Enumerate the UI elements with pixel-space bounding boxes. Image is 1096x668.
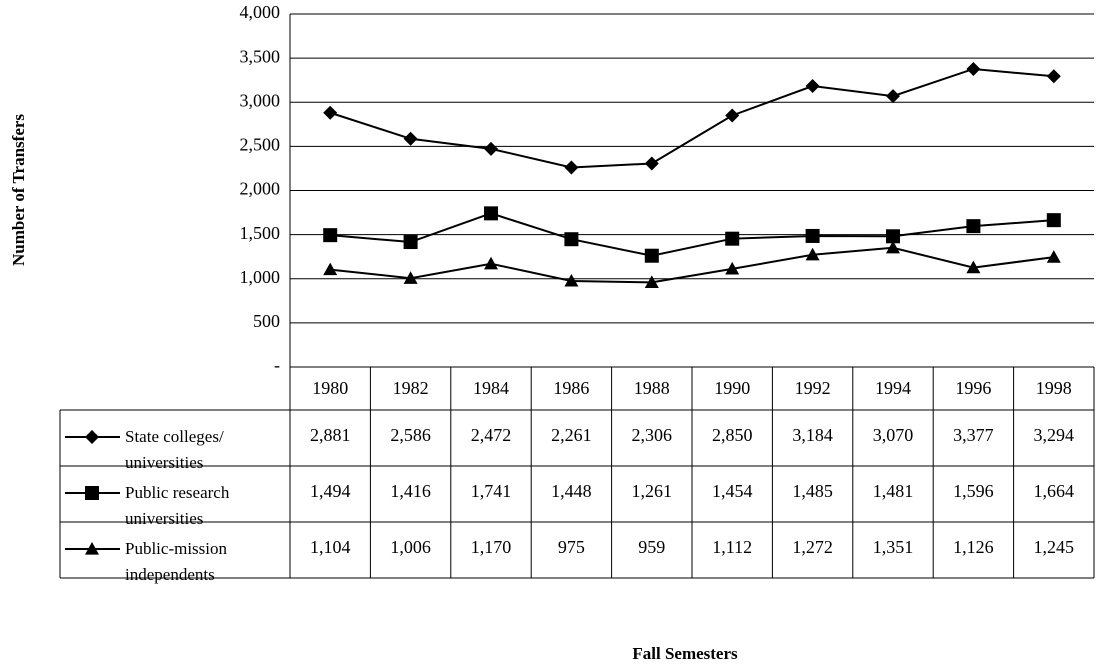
table-value: 1,112 — [712, 537, 752, 557]
legend-marker — [85, 430, 99, 444]
marker — [805, 247, 820, 261]
x-tick-label: 1986 — [553, 378, 589, 398]
marker — [886, 229, 900, 244]
marker — [644, 156, 659, 171]
marker — [323, 228, 338, 243]
table-value: 2,306 — [632, 425, 673, 445]
table-value: 3,377 — [953, 425, 994, 445]
x-tick-label: 1984 — [473, 378, 509, 398]
table-value: 2,850 — [712, 425, 753, 445]
table-value: 1,245 — [1034, 537, 1075, 557]
table-value: 1,741 — [471, 481, 512, 501]
marker — [725, 108, 740, 123]
table-value: 1,272 — [792, 537, 833, 557]
marker — [484, 141, 498, 156]
table-value: 959 — [638, 537, 665, 557]
y-tick-label: 3,500 — [240, 46, 281, 66]
table-value: 1,261 — [632, 481, 673, 501]
legend-marker — [85, 542, 99, 555]
table-value: 3,294 — [1034, 425, 1075, 445]
series-line — [330, 246, 1054, 284]
marker — [805, 79, 820, 94]
marker — [644, 275, 659, 288]
table-value: 3,184 — [792, 425, 833, 445]
x-tick-label: 1994 — [875, 378, 911, 398]
y-tick-label: 4,000 — [240, 2, 281, 22]
table-value: 1,126 — [953, 537, 994, 557]
x-tick-label: 1996 — [955, 378, 991, 398]
table-value: 1,104 — [310, 537, 351, 557]
marker — [1046, 69, 1061, 84]
marker — [564, 232, 579, 247]
y-axis-label: Number of Transfers — [9, 114, 28, 266]
table-value: 1,416 — [390, 481, 431, 501]
marker — [323, 262, 338, 276]
marker — [966, 260, 981, 274]
marker — [403, 271, 418, 284]
marker — [725, 261, 740, 275]
legend-label: State colleges/ universities — [125, 427, 224, 472]
y-tick-label: 2,500 — [240, 135, 281, 155]
legend-marker — [85, 486, 99, 500]
y-tick-label: 1,500 — [240, 223, 281, 243]
table-value: 1,485 — [792, 481, 833, 501]
table-value: 975 — [558, 537, 585, 557]
marker — [966, 219, 981, 234]
marker — [1046, 250, 1061, 263]
x-tick-label: 1988 — [634, 378, 670, 398]
table-value: 1,596 — [953, 481, 994, 501]
y-tick-label: - — [274, 355, 280, 375]
x-tick-label: 1990 — [714, 378, 750, 398]
marker — [564, 160, 579, 175]
marker — [403, 235, 418, 250]
marker — [564, 273, 579, 287]
table-value: 2,586 — [390, 425, 431, 445]
y-tick-label: 3,000 — [240, 90, 281, 110]
marker — [1046, 213, 1061, 228]
marker — [805, 228, 820, 243]
x-tick-label: 1982 — [393, 378, 429, 398]
table-value: 1,664 — [1034, 481, 1075, 501]
series-line — [330, 212, 1054, 257]
marker — [484, 206, 498, 221]
x-tick-label: 1980 — [312, 378, 348, 398]
marker — [323, 105, 338, 120]
table-value: 1,454 — [712, 481, 753, 501]
table-value: 2,261 — [551, 425, 592, 445]
marker — [886, 240, 900, 254]
table-value: 1,006 — [390, 537, 431, 557]
marker — [725, 231, 740, 246]
legend-label: Public-mission independents — [125, 539, 228, 584]
table-value: 2,881 — [310, 425, 351, 445]
marker — [886, 89, 900, 104]
marker — [644, 248, 659, 263]
x-tick-label: 1992 — [795, 378, 831, 398]
marker — [403, 131, 418, 146]
x-axis-label: Fall Semesters — [632, 644, 738, 663]
y-tick-label: 1,000 — [240, 267, 281, 287]
y-tick-label: 2,000 — [240, 179, 281, 199]
series-line — [329, 67, 1054, 169]
table-value: 3,070 — [873, 425, 914, 445]
table-value: 2,472 — [471, 425, 512, 445]
table-value: 1,481 — [873, 481, 914, 501]
marker — [966, 61, 981, 76]
table-value: 1,494 — [310, 481, 351, 501]
legend-label: Public research universities — [125, 483, 230, 528]
table-value: 1,448 — [551, 481, 592, 501]
table-value: 1,351 — [873, 537, 914, 557]
marker — [484, 256, 498, 270]
x-tick-label: 1998 — [1036, 378, 1072, 398]
table-value: 1,170 — [471, 537, 512, 557]
y-tick-label: 500 — [253, 311, 280, 331]
